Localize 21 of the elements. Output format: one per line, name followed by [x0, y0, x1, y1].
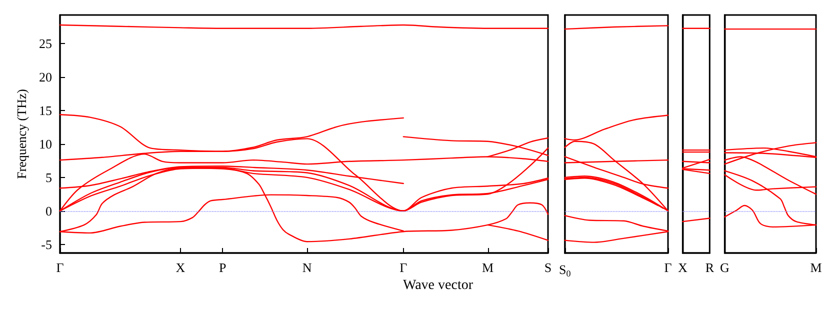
- y-tick-label: 5: [46, 170, 52, 185]
- y-tick-label: -5: [41, 236, 52, 252]
- x-tick-label: X: [176, 260, 186, 275]
- x-tick-label: N: [302, 260, 312, 275]
- y-axis-title: Frequency (THz): [14, 89, 29, 179]
- x-tick-label: M: [810, 260, 822, 275]
- x-axis-title: Wave vector: [402, 278, 474, 294]
- x-tick-label: M: [482, 260, 494, 275]
- y-tick-label: 25: [39, 36, 52, 52]
- x-tick-label: P: [219, 260, 226, 275]
- y-tick-label: 10: [39, 136, 52, 152]
- x-tick-label: Γ: [56, 260, 64, 275]
- y-tick-label: 20: [39, 70, 52, 85]
- x-tick-label: S: [544, 260, 552, 275]
- y-tick-label: 0: [46, 203, 52, 218]
- x-tick-label: R: [705, 260, 714, 275]
- y-tick-label: 15: [39, 103, 52, 118]
- x-tick-label: Γ: [664, 260, 672, 275]
- x-tick-label: G: [720, 260, 730, 275]
- x-tick-label: X: [678, 260, 688, 275]
- x-tick-label: Γ: [400, 260, 408, 275]
